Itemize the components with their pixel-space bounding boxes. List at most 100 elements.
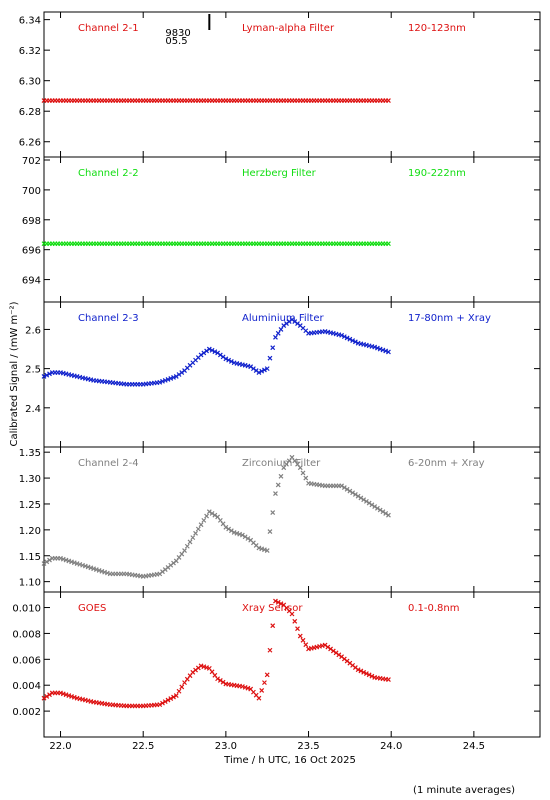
data-point [262, 680, 267, 686]
y-tick-label: 696 [22, 246, 41, 257]
data-point [383, 348, 389, 354]
event-marker-label-bottom: 05.5 [165, 36, 187, 47]
data-point [273, 491, 278, 497]
data-point [165, 697, 171, 703]
data-point [267, 647, 273, 653]
data-point [264, 672, 270, 678]
data-point [198, 522, 204, 528]
data-point [184, 543, 190, 549]
data-point [259, 687, 265, 693]
data-point [209, 347, 215, 353]
data-point [372, 504, 378, 509]
x-tick-label: 23.0 [215, 741, 237, 752]
data-point [361, 669, 367, 675]
data-point [187, 539, 193, 545]
data-point [303, 475, 309, 481]
data-point [206, 346, 212, 352]
data-point [267, 355, 273, 361]
series-points [41, 98, 391, 103]
y-tick-label: 6.28 [19, 107, 41, 118]
data-point [366, 672, 372, 678]
band-label: 190-222nm [408, 168, 466, 179]
y-tick-label: 2.5 [25, 365, 41, 376]
data-point [350, 338, 356, 343]
series-points [41, 241, 391, 247]
y-tick-label: 0.002 [12, 707, 41, 718]
data-point [352, 492, 358, 497]
data-point [297, 633, 303, 639]
data-point [217, 678, 223, 683]
y-tick-label: 0.006 [12, 655, 41, 666]
y-tick-label: 1.30 [19, 474, 41, 485]
data-point [344, 486, 350, 492]
data-point [165, 376, 171, 382]
data-point [47, 692, 52, 698]
data-point [386, 98, 391, 103]
data-point [242, 534, 248, 540]
series-points [41, 317, 391, 387]
data-point [226, 357, 232, 363]
data-point [160, 378, 165, 384]
y-tick-label: 0.010 [12, 604, 41, 615]
filter-label: Aluminium Filter [242, 313, 325, 324]
data-point [374, 505, 380, 511]
data-point [226, 526, 232, 532]
data-point [377, 507, 383, 513]
data-point [47, 371, 52, 377]
data-point [363, 498, 369, 504]
data-point [201, 517, 207, 523]
data-point [292, 618, 298, 624]
band-label: 0.1-0.8nm [408, 603, 460, 614]
y-tick-label: 6.32 [19, 46, 41, 57]
data-point [239, 532, 245, 538]
data-point [44, 372, 50, 378]
data-point [267, 529, 273, 535]
channel-label: GOES [78, 603, 106, 614]
x-axis-title: Time / h UTC, 16 Oct 2025 [223, 755, 356, 766]
data-point [355, 493, 361, 499]
panel-channel-2-3: 2.4 2.5 2.6 Channel 2-3 Aluminium Filter 17-8… [25, 301, 541, 448]
y-tick-label: 2.6 [25, 325, 41, 336]
footnote: (1 minute averages) [413, 785, 515, 796]
data-point [355, 667, 361, 673]
data-point [162, 377, 168, 383]
y-axis-title: Calibrated Signal / (mW m⁻²) [9, 301, 20, 446]
data-point [157, 702, 163, 708]
data-point [212, 512, 218, 518]
band-label: 17-80nm + Xray [408, 313, 491, 324]
data-point [168, 375, 174, 381]
filter-label: Herzberg Filter [242, 168, 317, 179]
y-tick-label: 0.004 [12, 681, 41, 692]
data-point [366, 500, 372, 506]
y-tick-label: 1.20 [19, 526, 41, 537]
data-point [220, 679, 226, 685]
y-tick-label: 1.15 [19, 552, 41, 563]
filter-label: Zirconium Filter [242, 458, 321, 469]
y-tick-label: 702 [22, 156, 41, 167]
data-point [347, 488, 353, 494]
data-point [361, 497, 367, 503]
data-point [380, 509, 386, 515]
data-point [273, 334, 278, 340]
data-point [264, 366, 270, 372]
data-point [270, 623, 276, 629]
x-tick-label: 24.0 [380, 741, 402, 752]
data-point [44, 559, 50, 565]
data-point [228, 528, 234, 534]
data-point [171, 375, 176, 380]
data-point [303, 642, 309, 648]
panel-channel-2-2: 694 696 698 700 702 Channel 2-2 Herzberg Filte… [22, 156, 541, 303]
data-point [212, 349, 218, 355]
data-point [386, 241, 391, 247]
band-label: 6-20nm + Xray [408, 458, 485, 469]
data-point [386, 349, 391, 355]
y-tick-label: 6.34 [19, 16, 41, 27]
panel-frame [43, 591, 541, 738]
data-point [264, 548, 270, 553]
data-point [228, 359, 234, 364]
data-point [206, 509, 212, 515]
data-point [369, 673, 375, 679]
data-point [44, 694, 50, 699]
data-point [372, 344, 378, 350]
data-point [275, 482, 281, 488]
